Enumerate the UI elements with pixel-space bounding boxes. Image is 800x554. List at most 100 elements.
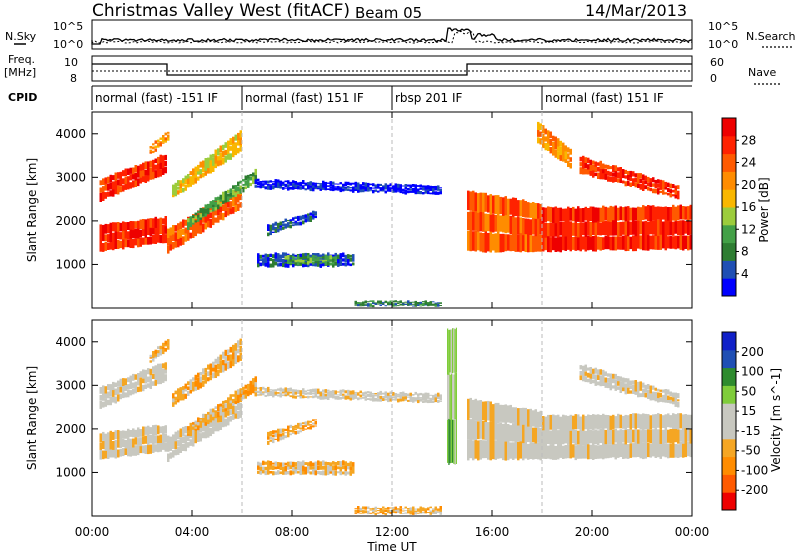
heatmap-cell [132,388,135,395]
heatmap-cell [284,470,287,475]
heatmap-cell [272,391,275,395]
heatmap-cell [612,236,615,251]
heatmap-cell [134,228,137,239]
heatmap-cell [367,303,370,307]
heatmap-cell [399,303,402,305]
colorbar-swatch [722,135,736,155]
heatmap-cell [627,206,630,222]
heatmap-cell [162,225,165,236]
heatmap-cell [532,217,535,235]
heatmap-cell [272,462,275,465]
heatmap-cell [614,236,617,251]
heatmap-cell [99,395,102,401]
heatmap-cell [289,219,292,222]
heatmap-cell [622,221,625,235]
heatmap-cell [597,381,600,386]
heatmap-cell [622,169,625,176]
heatmap-cell [667,192,670,196]
heatmap-cell [259,259,262,262]
heatmap-cell [387,185,390,190]
heatmap-cell [217,199,220,205]
heatmap-cell [437,392,440,397]
heatmap-cell [292,461,295,467]
heatmap-cell [324,183,327,189]
heatmap-cell [159,350,162,356]
heatmap-cell [404,190,407,195]
heatmap-cell [402,512,405,514]
heatmap-cell [272,430,275,434]
heatmap-cell [142,162,145,171]
heatmap-cell [602,413,605,431]
heatmap-cell [392,398,395,401]
heatmap-cell [434,511,437,514]
heatmap-cell [224,190,227,197]
heatmap-cell [342,396,345,399]
heatmap-cell [654,443,657,458]
heatmap-cell [197,164,200,172]
heatmap-cell [229,201,232,209]
heatmap-cell [592,164,595,171]
heatmap-cell [657,388,660,392]
heatmap-cell [604,220,607,236]
heatmap-cell [432,511,435,514]
heatmap-cell [689,429,692,444]
heatmap-cell [154,372,157,380]
heatmap-cell [157,227,160,237]
heatmap-cell [317,395,320,399]
heatmap-cell [137,237,140,248]
heatmap-cell [149,354,152,358]
heatmap-cell [144,445,147,454]
heatmap-cell [229,146,232,151]
heatmap-cell [329,181,332,187]
heatmap-cell [177,388,180,395]
heatmap-cell [142,176,145,183]
heatmap-cell [252,378,255,385]
heatmap-cell [289,430,292,433]
heatmap-cell [674,190,677,195]
heatmap-cell [177,440,180,447]
heatmap-cell [594,234,597,252]
heatmap-cell [437,511,440,513]
heatmap-cell [484,401,487,422]
heatmap-cell [297,422,300,428]
heatmap-cell [267,470,270,475]
heatmap-cell [229,206,232,215]
heatmap-cell [287,261,290,264]
heatmap-cell [219,198,222,202]
heatmap-cell [587,208,590,223]
heatmap-cell [212,217,215,226]
heatmap-cell [492,233,495,251]
heatmap-cell [622,443,625,459]
heatmap-cell [359,398,362,400]
heatmap-cell [244,389,247,394]
heatmap-cell [517,441,520,461]
heatmap-cell [199,207,202,213]
heatmap-cell [559,222,562,236]
heatmap-cell [612,385,615,389]
heatmap-cell [307,184,310,187]
heatmap-cell [257,261,260,268]
heatmap-cell [579,371,582,376]
heatmap-cell [194,428,197,431]
heatmap-cell [144,426,147,435]
heatmap-cell [342,389,345,393]
heatmap-cell [617,442,620,458]
heatmap-cell [197,427,200,436]
heatmap-cell [269,184,272,186]
x-tick-label: 08:00 [275,525,310,539]
heatmap-cell [504,214,507,234]
heatmap-cell [507,440,510,461]
heatmap-cell [614,170,617,177]
heatmap-cell [189,176,192,182]
heatmap-cell [657,395,660,403]
heatmap-cell [202,380,205,387]
colorbar-tick-label: 8 [741,245,749,259]
heatmap-cell [427,395,430,399]
heatmap-cell [224,149,227,155]
heatmap-cell [427,508,430,511]
heatmap-cell [637,390,640,398]
heatmap-cell [182,178,185,184]
heatmap-cell [354,300,357,303]
heatmap-cell [607,444,610,459]
